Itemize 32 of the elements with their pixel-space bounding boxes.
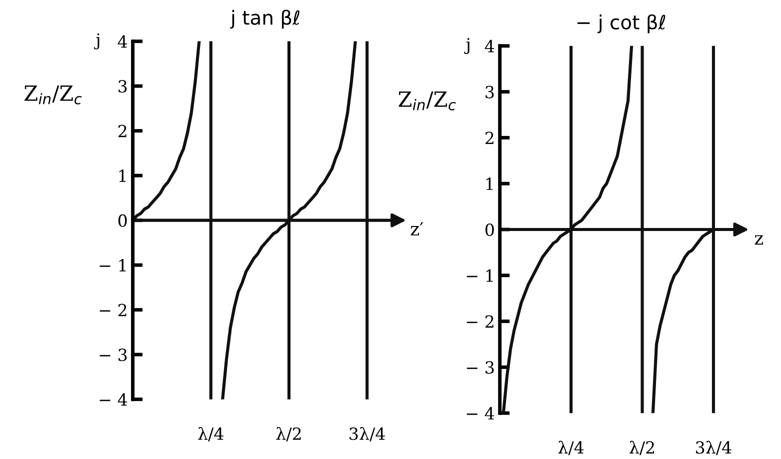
y-tick-label: 0 <box>485 223 494 236</box>
y-tick-label: − 4 <box>100 393 128 406</box>
x-axis-title: z <box>754 235 763 245</box>
y-tick-label: 4 <box>484 40 494 52</box>
x-tick-label: 3λ/4 <box>696 440 732 456</box>
x-axis-title: z′ <box>410 222 424 236</box>
chart-title: − j cot βℓ <box>578 14 666 34</box>
y-tick-label: − 3 <box>100 348 127 362</box>
y-tick-label: − 3 <box>466 361 494 374</box>
y-tick-label: 4 <box>118 35 128 48</box>
x-tick-label: λ/4 <box>558 440 584 456</box>
x-tick-label: 3λ/4 <box>350 427 385 442</box>
y-axis-title: Z$_{in}$/Z$_{c}$ <box>398 92 456 110</box>
y-tick-label: − 2 <box>100 304 126 316</box>
y-tick-label: 3 <box>118 80 127 93</box>
x-tick-label: λ/4 <box>198 427 224 442</box>
text: j <box>94 33 100 50</box>
y-tick-label: − 2 <box>466 315 494 328</box>
chart-title: j tan βℓ <box>230 10 300 29</box>
y-tick-label: 1 <box>119 170 126 182</box>
y-axis-title: Z$_{in}$/Z$_{c}$ <box>24 86 82 104</box>
y-tick-label: 0 <box>118 214 127 227</box>
y-tick-label: 2 <box>118 124 126 138</box>
x-tick-label: λ/2 <box>630 440 654 456</box>
text: j <box>464 38 470 54</box>
y-tick-label: − 1 <box>466 269 493 282</box>
y-tick-label: 2 <box>486 132 494 144</box>
x-tick-label: λ/2 <box>276 427 301 442</box>
y-tick-label: 3 <box>486 86 494 98</box>
y-tick-label: − 4 <box>466 407 494 420</box>
y-tick-label: 1 <box>486 178 493 190</box>
y-tick-label: − 1 <box>100 259 126 272</box>
